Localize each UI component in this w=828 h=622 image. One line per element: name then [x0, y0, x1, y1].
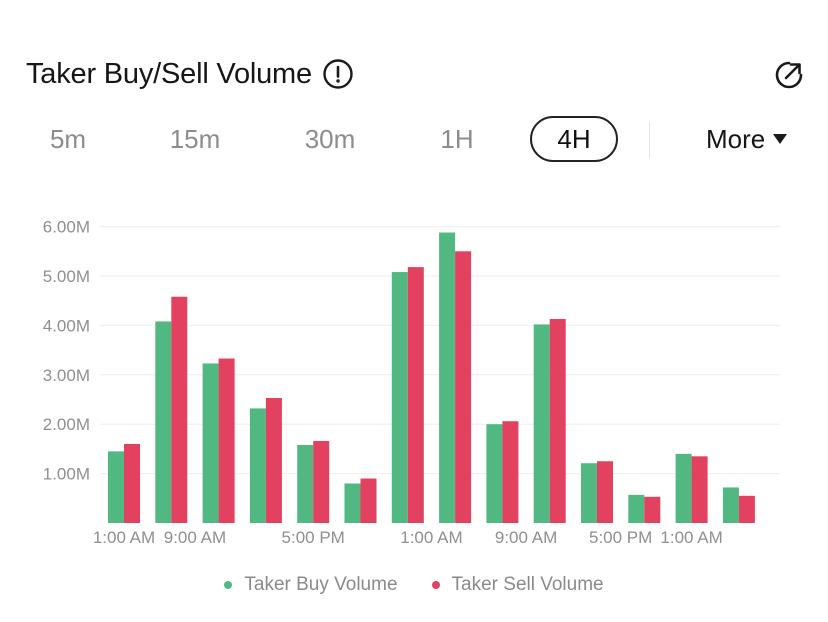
- legend-sell-dot: [431, 581, 440, 589]
- x-tick-label: 1:00 AM: [93, 528, 155, 547]
- sell-volume-bar[interactable]: [691, 456, 708, 523]
- sell-volume-bar[interactable]: [124, 443, 140, 523]
- caret-down-icon: [773, 134, 788, 144]
- y-tick-label: 5.00M: [43, 267, 90, 286]
- sell-volume-bar[interactable]: [265, 398, 282, 523]
- more-label: More: [706, 124, 766, 154]
- buy-volume-bar[interactable]: [533, 324, 550, 523]
- buy-volume-bar[interactable]: [391, 272, 408, 523]
- tab-4h[interactable]: 4H: [530, 116, 618, 162]
- sell-volume-bar[interactable]: [171, 296, 188, 523]
- y-tick-label: 4.00M: [43, 316, 90, 335]
- legend-sell[interactable]: Taker Sell Volume: [431, 572, 604, 598]
- buy-volume-bar[interactable]: [581, 463, 597, 523]
- legend-sell-label: Taker Sell Volume: [451, 574, 604, 595]
- y-tick-label: 3.00M: [43, 366, 90, 385]
- buy-volume-bar[interactable]: [155, 321, 172, 523]
- tabs-divider: [649, 122, 650, 158]
- buy-volume-bar[interactable]: [249, 408, 266, 523]
- sell-volume-bar[interactable]: [218, 358, 235, 523]
- x-tick-label: 9:00 AM: [164, 528, 226, 547]
- buy-volume-bar[interactable]: [675, 453, 692, 523]
- sell-volume-bar[interactable]: [407, 267, 424, 523]
- buy-volume-bar[interactable]: [439, 232, 456, 523]
- tab-30m[interactable]: 30m: [304, 124, 356, 154]
- tab-5m[interactable]: 5m: [49, 124, 87, 154]
- sell-volume-bar[interactable]: [549, 318, 566, 523]
- chart-title: Taker Buy/Sell Volume: [26, 57, 312, 90]
- legend-buy[interactable]: Taker Buy Volume: [224, 572, 398, 598]
- legend-buy-dot: [224, 581, 233, 589]
- more-dropdown[interactable]: More: [706, 116, 788, 162]
- sell-volume-bar[interactable]: [360, 478, 377, 523]
- buy-volume-bar[interactable]: [486, 424, 503, 523]
- info-icon[interactable]: [322, 58, 354, 90]
- buy-volume-bar[interactable]: [297, 444, 314, 523]
- interval-tabs: 5m 15m 30m 1H 4H: [0, 116, 828, 164]
- y-tick-label: 2.00M: [43, 415, 90, 434]
- sell-volume-bar[interactable]: [455, 251, 472, 524]
- buy-volume-bar[interactable]: [344, 483, 361, 523]
- y-tick-label: 1.00M: [43, 465, 90, 484]
- x-tick-label: 5:00 PM: [589, 528, 652, 547]
- buy-volume-bar[interactable]: [722, 487, 739, 523]
- sell-volume-bar[interactable]: [644, 496, 661, 523]
- chart-header: Taker Buy/Sell Volume: [26, 52, 354, 96]
- x-tick-label: 1:00 AM: [660, 528, 722, 547]
- y-tick-label: 6.00M: [43, 218, 90, 237]
- buy-volume-bar[interactable]: [202, 363, 219, 523]
- tab-1h[interactable]: 1H: [440, 124, 474, 154]
- x-tick-label: 9:00 AM: [495, 528, 557, 547]
- sell-volume-bar[interactable]: [502, 421, 519, 523]
- chart-legend: Taker Buy Volume Taker Sell Volume: [0, 572, 828, 598]
- x-tick-label: 1:00 AM: [400, 528, 462, 547]
- buy-volume-bar[interactable]: [108, 451, 124, 523]
- tab-15m[interactable]: 15m: [169, 124, 221, 154]
- x-tick-label: 5:00 PM: [282, 528, 345, 547]
- sell-volume-bar[interactable]: [597, 461, 613, 523]
- share-icon[interactable]: [772, 58, 806, 92]
- sell-volume-bar[interactable]: [738, 495, 755, 523]
- buy-volume-bar[interactable]: [628, 494, 645, 523]
- legend-buy-label: Taker Buy Volume: [244, 574, 398, 595]
- sell-volume-bar[interactable]: [313, 440, 330, 523]
